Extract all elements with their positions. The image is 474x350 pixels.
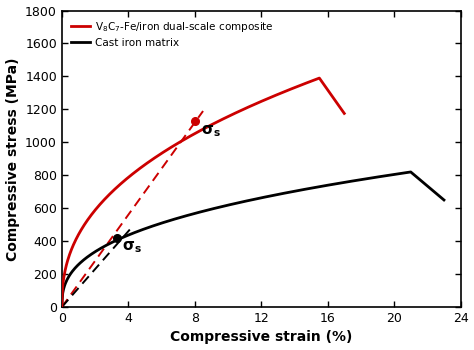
X-axis label: Compressive strain (%): Compressive strain (%): [170, 330, 352, 344]
Y-axis label: Compressive stress (MPa): Compressive stress (MPa): [6, 57, 19, 260]
Text: $\mathbf{\sigma_s}$: $\mathbf{\sigma_s}$: [122, 239, 141, 255]
Text: $\mathbf{\sigma_s}$: $\mathbf{\sigma_s}$: [201, 123, 221, 139]
Legend: V$_8$C$_{7}$-Fe/iron dual-scale composite, Cast iron matrix: V$_8$C$_{7}$-Fe/iron dual-scale composit…: [67, 16, 278, 52]
